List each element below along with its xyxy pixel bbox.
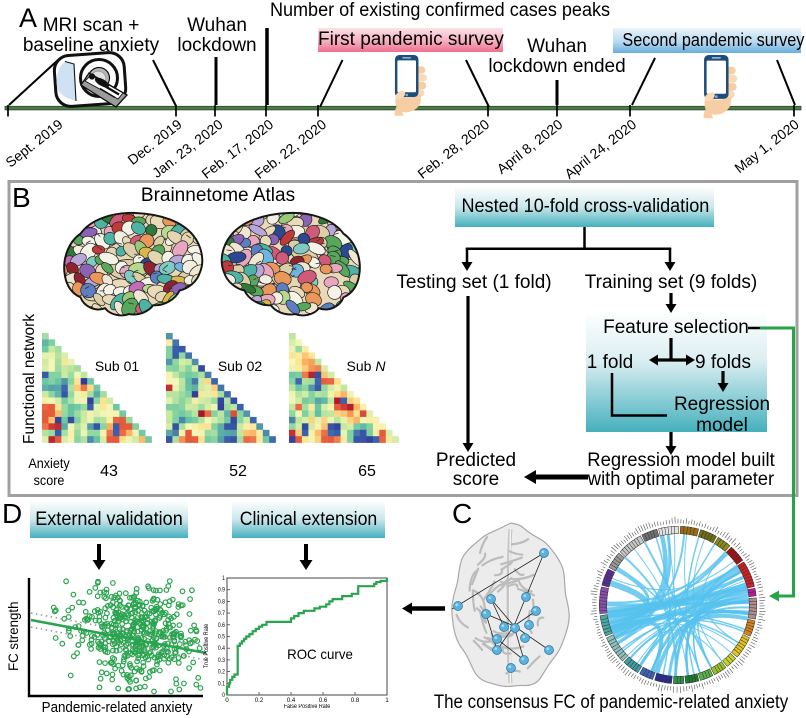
svg-text:0.8: 0.8 xyxy=(218,599,225,605)
svg-text:0.5: 0.5 xyxy=(218,634,225,640)
svg-text:0.6: 0.6 xyxy=(319,698,328,704)
svg-text:0.8: 0.8 xyxy=(351,698,360,704)
svg-text:0.3: 0.3 xyxy=(218,658,225,664)
svg-text:0.4: 0.4 xyxy=(287,698,296,704)
svg-text:0.2: 0.2 xyxy=(218,669,225,675)
svg-text:1: 1 xyxy=(385,698,389,704)
svg-text:0.4: 0.4 xyxy=(218,646,225,652)
svg-text:0.6: 0.6 xyxy=(218,622,225,628)
svg-text:0.9: 0.9 xyxy=(218,587,225,593)
svg-text:0: 0 xyxy=(225,698,229,704)
svg-text:0.7: 0.7 xyxy=(218,611,225,617)
svg-text:1: 1 xyxy=(222,576,225,582)
svg-text:0: 0 xyxy=(222,693,225,699)
svg-text:0.1: 0.1 xyxy=(218,681,225,687)
svg-text:0.2: 0.2 xyxy=(255,698,264,704)
